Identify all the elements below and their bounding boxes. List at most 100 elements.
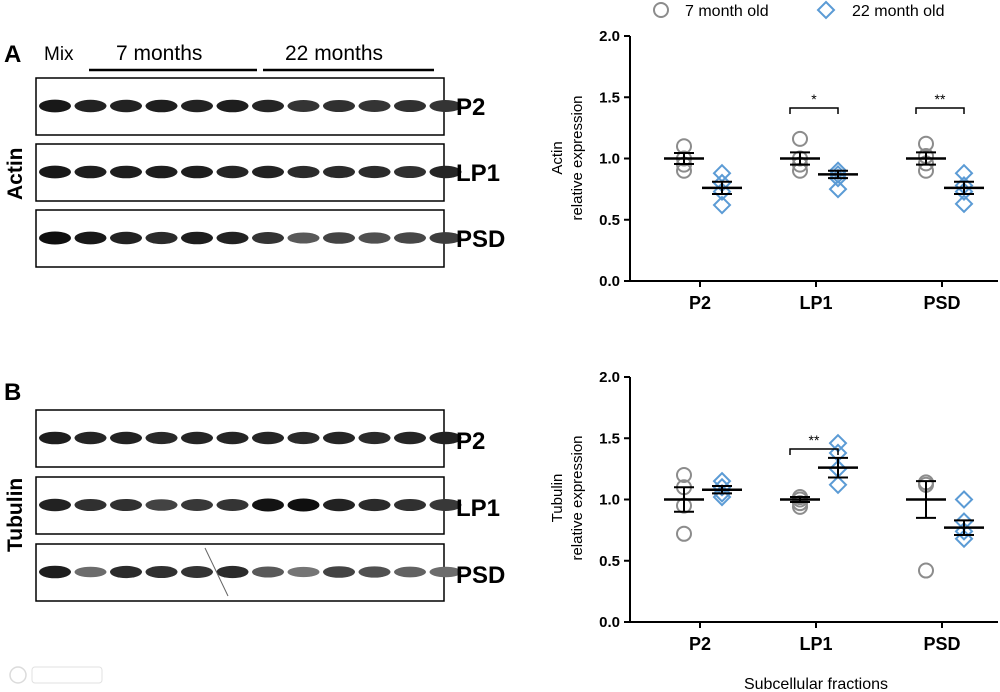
data-point [676,525,692,542]
chart-b-plot: 0.0 0.5 1.0 1.5 2.0 P2 LP1 PSD ** [599,369,998,654]
band [429,100,462,112]
band [287,232,320,244]
y-tick-label: 2.0 [599,28,620,45]
chart-a-plot: 0.00.51.01.52.0P2 LP1 PSD* ** [599,28,998,313]
band [429,499,462,511]
y-tick-label: 2.0 [599,369,620,386]
lane-label-7-months: 7 months [116,42,202,65]
band [429,431,462,445]
blot-a-lp1-label: LP1 [456,160,500,187]
chart-b-ylabel-line2: relative expression [569,435,586,560]
band [252,566,284,578]
panel-a-protein-label: Actin [4,148,27,201]
band [323,431,355,445]
band [181,431,213,445]
data-point [712,195,732,215]
panel-b-protein-label: Tubulin [4,478,27,552]
watermark-logo [9,666,103,684]
band [145,499,178,511]
significance-bracket [789,107,839,114]
band [39,231,71,245]
blot-b-p2-bands [39,431,462,445]
data-point [918,562,934,579]
band [429,232,462,244]
chart-a-ylabel-line1: Actin [549,141,566,174]
band [394,232,426,244]
band [74,165,107,179]
y-tick-label: 1.0 [599,151,620,168]
blot-b-psd-label: PSD [456,562,505,589]
band [145,431,178,445]
lane-label-mix: Mix [44,44,74,65]
significance-label: ** [935,91,946,107]
band [145,231,178,245]
band [323,566,355,578]
data-point [954,490,974,509]
band [358,232,391,244]
blot-a-psd-label: PSD [456,226,505,253]
y-tick-label: 0.0 [599,614,620,631]
band [429,566,462,578]
y-tick-label: 1.5 [599,89,620,106]
significance-label: * [811,91,817,107]
band [252,232,284,244]
x-tick-label: LP1 [799,293,832,313]
band [358,566,391,578]
band [323,99,355,113]
band [216,231,249,245]
band [145,165,178,179]
panel-b-blots: B Tubulin P2 LP1 PSD [4,379,505,602]
x-tick-label: P2 [689,634,711,654]
y-tick-label: 1.5 [599,430,620,447]
legend-diamond-marker [816,0,836,20]
band [287,566,320,578]
data-point [676,467,692,483]
band [323,165,355,179]
band [287,165,320,179]
band [394,431,426,445]
panel-b-letter: B [4,379,21,406]
band [110,165,142,179]
data-point [954,194,974,214]
band [74,99,107,113]
band [252,431,284,445]
band [181,165,213,179]
band [110,431,142,445]
band [74,498,107,512]
significance-bracket [915,107,965,114]
band [394,165,426,179]
band [74,431,107,445]
band [358,431,391,445]
band [74,231,107,245]
band [287,431,320,445]
band [181,566,213,578]
band [394,566,426,578]
band [39,99,71,113]
band [110,231,142,245]
band [358,498,391,512]
significance-label: ** [809,432,820,448]
y-tick-label: 1.0 [599,492,620,509]
legend-label-22-month: 22 month old [852,3,945,20]
band [74,566,107,578]
band [39,498,71,512]
band [216,565,249,579]
blot-b-p2-label: P2 [456,428,485,455]
y-tick-label: 0.0 [599,273,620,290]
chart-a-ylabel-line2: relative expression [569,95,586,220]
data-point [712,487,732,507]
blot-b-lp1-bands [39,498,462,512]
x-tick-label: PSD [923,293,960,313]
band [287,100,320,112]
blot-a-psd-bands [39,231,462,245]
x-tick-label: P2 [689,293,711,313]
band [181,231,213,245]
data-point [918,135,934,152]
band [145,99,178,113]
blot-a-p2-label: P2 [456,94,485,121]
chart-b-ylabel-line1: Tubulin [549,474,566,523]
y-tick-label: 0.5 [599,212,620,229]
legend: 7 month old 22 month old [653,0,945,20]
blot-b-psd-bands [39,565,462,579]
band [39,165,71,179]
